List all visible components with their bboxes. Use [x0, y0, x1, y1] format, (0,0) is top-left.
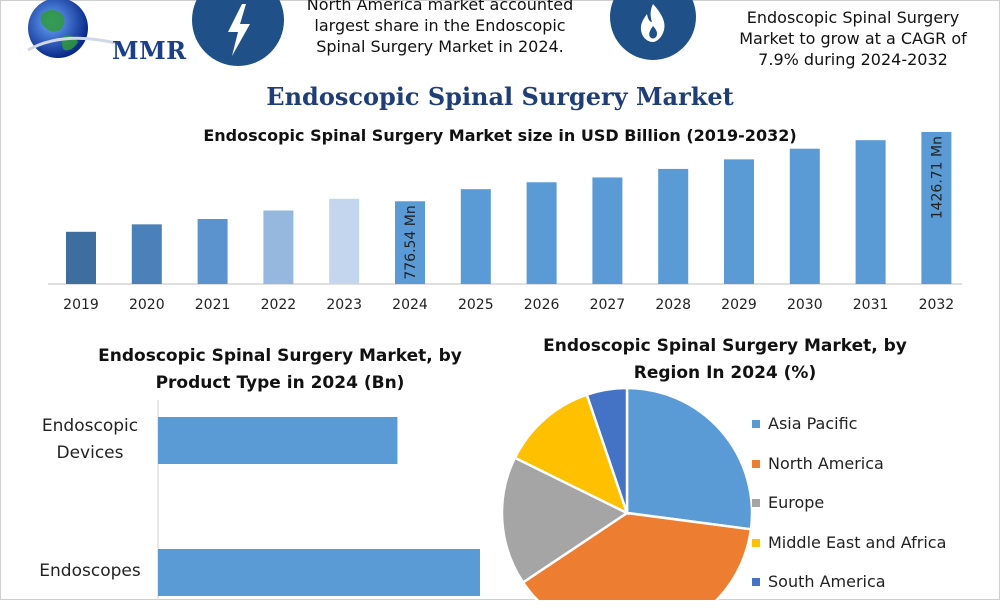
product-label-devices: Endoscopic Devices [41, 416, 139, 463]
product-chart-title: Endoscopic Spinal Surgery Market, by Pro… [98, 346, 462, 393]
lightning-bolt-icon [192, 0, 284, 66]
info-cagr: Endoscopic Spinal Surgery Market to grow… [739, 8, 967, 69]
tick-label-2021: 2021 [195, 297, 231, 313]
tick-label-2026: 2026 [524, 297, 560, 313]
tick-label-2024: 2024 [392, 297, 428, 313]
legend-item: Europe [752, 493, 946, 533]
legend-item: Asia Pacific [752, 414, 946, 454]
bar-2029 [724, 159, 754, 284]
bar-2020 [131, 224, 162, 284]
legend-item: South America [752, 572, 946, 612]
pie-slice-europe [500, 456, 630, 585]
legend-item: North America [752, 454, 946, 494]
mmr-logo: MMR [24, 0, 187, 68]
globe-icon [27, 0, 121, 58]
tick-label-2027: 2027 [590, 297, 626, 313]
tick-label-2020: 2020 [129, 297, 165, 313]
bar-2027 [592, 177, 623, 284]
tick-label-2032: 2032 [919, 297, 955, 313]
tick-label-2019: 2019 [63, 297, 99, 313]
hbar-0 [158, 417, 398, 464]
bar-2024 [395, 201, 425, 284]
pie-slice-north-america [521, 511, 753, 600]
region-chart-title: Endoscopic Spinal Surgery Market, by Reg… [543, 336, 907, 383]
main-title: Endoscopic Spinal Surgery Market [266, 82, 734, 111]
flame-icon [610, 0, 696, 60]
bar-2022 [263, 210, 294, 284]
legend-item: Middle East and Africa [752, 533, 946, 573]
tick-label-2031: 2031 [853, 297, 889, 313]
data-label-2024: 776.54 Mn [403, 205, 419, 279]
tick-label-2029: 2029 [721, 297, 757, 313]
tick-label-2025: 2025 [458, 297, 494, 313]
tick-label-2023: 2023 [326, 297, 362, 313]
bar-2031 [855, 140, 886, 284]
tick-label-2028: 2028 [655, 297, 691, 313]
bar-2030 [789, 148, 820, 284]
data-label-2032: 1426.71 Mn [929, 136, 945, 219]
pie-slice-middle-east-and-africa [513, 393, 630, 516]
bar-2021 [197, 219, 228, 284]
pie-slice-south-america [585, 386, 629, 514]
tick-label-2030: 2030 [787, 297, 823, 313]
logo-text: MMR [112, 36, 187, 65]
tick-label-2022: 2022 [261, 297, 297, 313]
bar-2019 [66, 231, 96, 284]
bar-2025 [460, 189, 491, 284]
product-label-endoscopes: Endoscopes [39, 561, 141, 581]
bar-2032 [921, 132, 952, 284]
pie-slice-asia-pacific [625, 386, 754, 531]
hbar-1 [158, 549, 480, 596]
bar-2028 [658, 168, 689, 284]
bar-2023 [329, 198, 360, 284]
bar-chart-title: Endoscopic Spinal Surgery Market size in… [203, 126, 797, 145]
bar-2026 [526, 182, 557, 284]
pie-legend: Asia Pacific North America Europe Middle… [752, 414, 946, 612]
info-north-america: North America market accounted largest s… [306, 0, 574, 56]
